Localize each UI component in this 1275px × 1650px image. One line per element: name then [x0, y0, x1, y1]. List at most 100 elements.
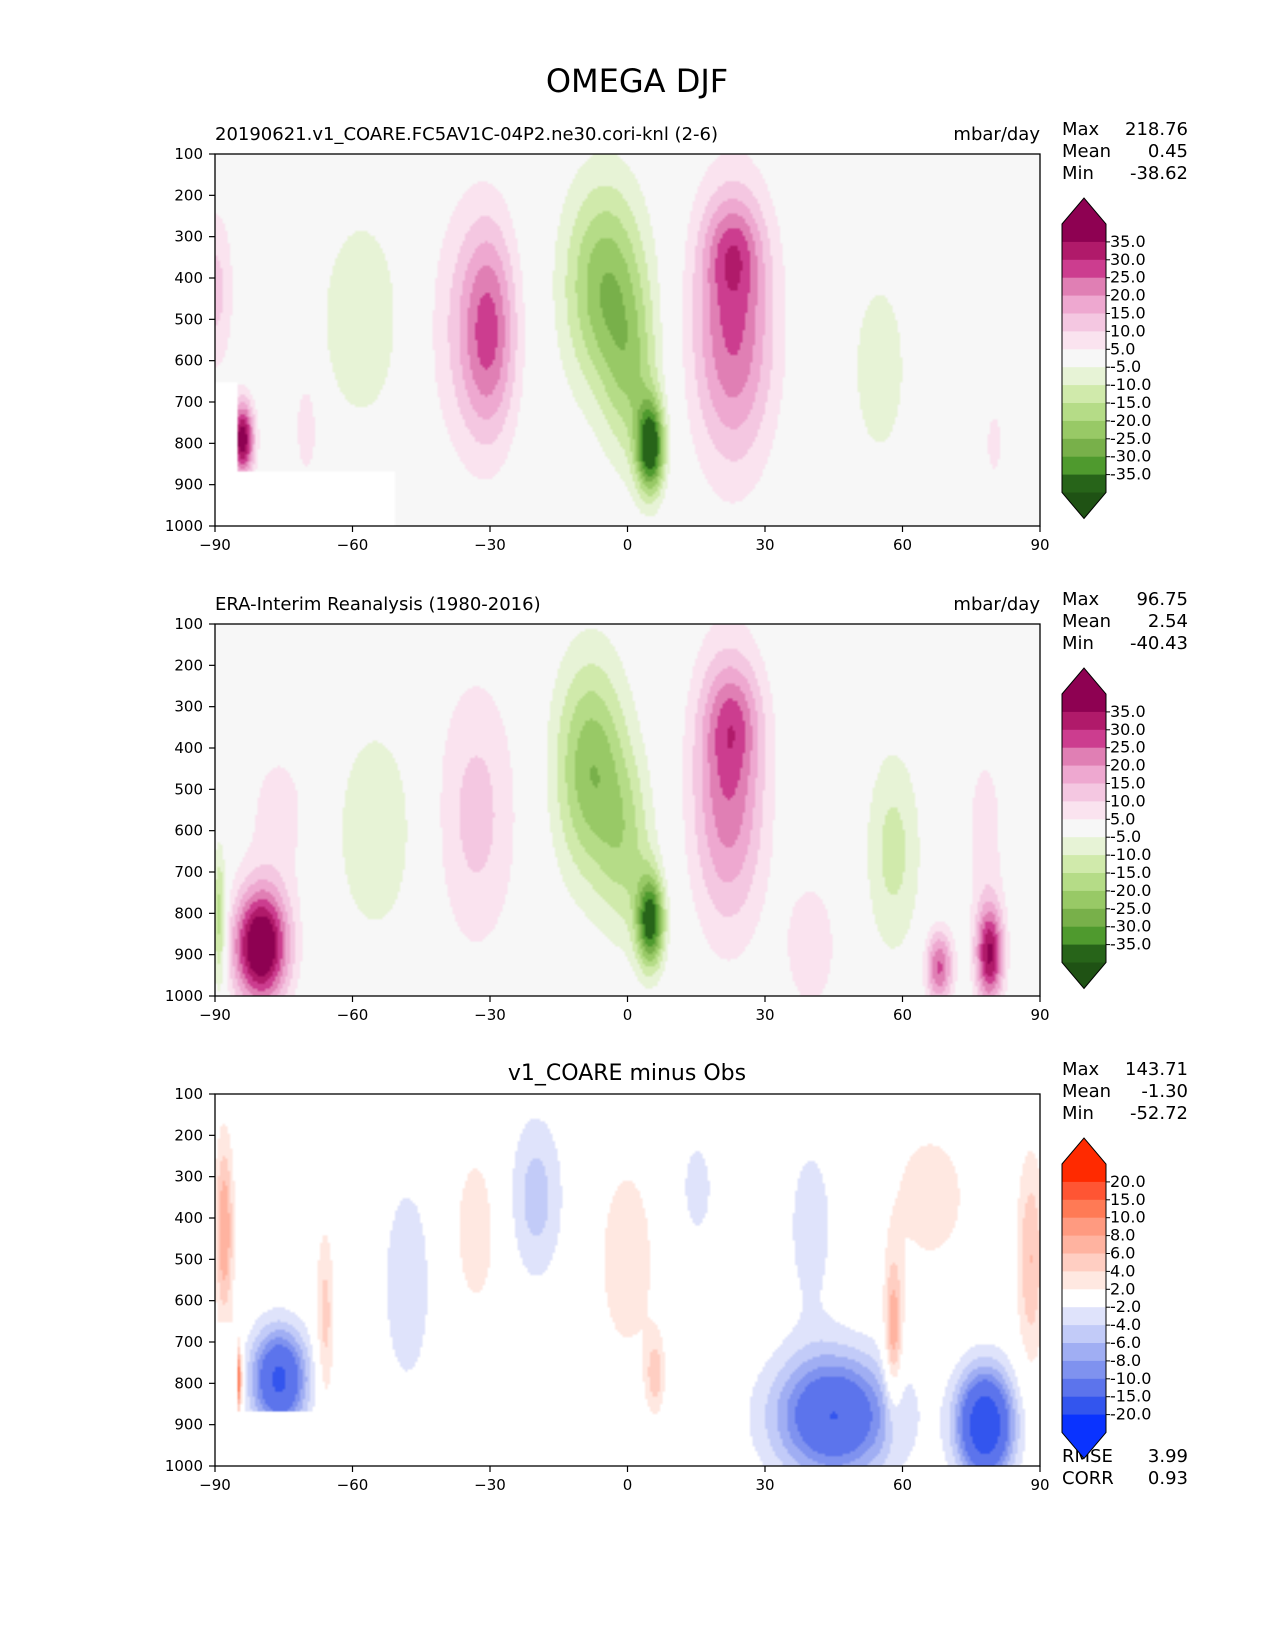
colorbar-label: -5.0	[1110, 357, 1141, 376]
colorbar-label: 10.0	[1110, 791, 1146, 810]
colorbar-swatch	[1062, 694, 1106, 713]
colorbar-swatch	[1062, 711, 1106, 731]
axes-ticks: −90 −60 −30 0 30 60 90 100 200 300 400 500 600 700 800…	[165, 615, 1050, 1024]
colorbar-label: -15.0	[1110, 863, 1151, 882]
stat-mean-label: Mean	[1062, 611, 1111, 632]
stat-max-label: Max	[1062, 119, 1100, 140]
y-tick-label: 700	[174, 393, 203, 411]
colorbar-outline	[1061, 1137, 1107, 1460]
panel-units: mbar/day	[953, 124, 1040, 145]
x-tick-label: −90	[199, 1006, 231, 1024]
panel-test: 20190621.v1_COARE.FC5AV1C-04P2.ne30.cori…	[165, 119, 1188, 554]
colorbar-swatch	[1062, 873, 1106, 892]
colorbar-swatch	[1062, 1253, 1106, 1272]
colorbar-label: -25.0	[1110, 899, 1151, 918]
y-tick-label: 400	[174, 1209, 203, 1227]
colorbar-label: 10.0	[1110, 1208, 1146, 1227]
colorbar-swatch	[1062, 313, 1106, 332]
stats-block: Max 143.71 Mean -1.30 Min -52.72 RMSE 3.…	[1062, 1059, 1188, 1489]
y-tick-label: 600	[174, 1292, 203, 1310]
stats-block: Max 96.75 Mean 2.54 Min -40.43	[1062, 589, 1188, 654]
colorbar-label: 30.0	[1110, 250, 1146, 269]
y-tick-label: 800	[174, 1374, 203, 1392]
colorbar-label: 35.0	[1110, 232, 1146, 251]
colorbar-swatch	[1062, 944, 1106, 963]
colorbar-swatch	[1062, 277, 1106, 297]
stat-max-value: 143.71	[1125, 1059, 1188, 1080]
stat-max-label: Max	[1062, 589, 1100, 610]
y-tick-label: 1000	[165, 987, 203, 1005]
colorbar-label: -30.0	[1110, 917, 1151, 936]
colorbar-label: -8.0	[1110, 1351, 1141, 1370]
colorbar-swatch	[1062, 1414, 1106, 1433]
stat-min-value: -52.72	[1130, 1103, 1188, 1124]
stat-mean-label: Mean	[1062, 1081, 1111, 1102]
colorbar-swatch	[1062, 1181, 1106, 1201]
stat-min-label: Min	[1062, 1103, 1094, 1124]
colorbar-label: -25.0	[1110, 429, 1151, 448]
colorbar-under-extension	[1062, 492, 1106, 519]
stat-max-label: Max	[1062, 1059, 1100, 1080]
colorbar-label: -10.0	[1110, 1369, 1151, 1388]
y-tick-label: 900	[174, 946, 203, 964]
y-tick-label: 800	[174, 434, 203, 452]
colorbar-label: 4.0	[1110, 1261, 1135, 1280]
x-tick-label: −30	[474, 536, 506, 554]
contour-field	[215, 1094, 1040, 1466]
colorbar-label: -2.0	[1110, 1297, 1141, 1316]
figure-title: OMEGA DJF	[546, 62, 728, 100]
panel-reference: ERA-Interim Reanalysis (1980-2016) mbar/…	[165, 589, 1188, 1024]
colorbar-label: 10.0	[1110, 321, 1146, 340]
colorbar-swatch	[1062, 367, 1106, 386]
y-tick-label: 300	[174, 1168, 203, 1186]
colorbar-over-extension	[1062, 198, 1106, 224]
colorbar-label: -10.0	[1110, 845, 1151, 864]
y-tick-label: 1000	[165, 1457, 203, 1475]
stat-min-value: -38.62	[1130, 163, 1188, 184]
colorbar-swatch	[1062, 908, 1106, 928]
y-tick-label: 700	[174, 863, 203, 881]
x-tick-label: 90	[1030, 536, 1049, 554]
colorbar-swatch	[1062, 837, 1106, 856]
colorbar-label: -15.0	[1110, 1387, 1151, 1406]
colorbar-swatch	[1062, 259, 1106, 279]
colorbar-label: -10.0	[1110, 375, 1151, 394]
y-tick-label: 1000	[165, 517, 203, 535]
y-tick-label: 600	[174, 352, 203, 370]
x-tick-label: 0	[623, 1006, 633, 1024]
y-tick-label: 200	[174, 1126, 203, 1144]
y-tick-label: 300	[174, 698, 203, 716]
y-tick-label: 100	[174, 145, 203, 163]
stat-min-value: -40.43	[1130, 633, 1188, 654]
y-tick-label: 100	[174, 615, 203, 633]
colorbar-swatch	[1062, 295, 1106, 314]
y-tick-label: 900	[174, 1416, 203, 1434]
colorbar-label: -20.0	[1110, 411, 1151, 430]
y-tick-label: 100	[174, 1085, 203, 1103]
x-tick-label: −90	[199, 536, 231, 554]
x-tick-label: 30	[755, 536, 774, 554]
stat-corr-value: 0.93	[1148, 1468, 1188, 1489]
colorbar-swatch	[1062, 801, 1106, 820]
x-tick-label: −90	[199, 1476, 231, 1494]
colorbar-swatch	[1062, 855, 1106, 874]
colorbar-under-extension	[1062, 1432, 1106, 1459]
colorbar-swatch	[1062, 1199, 1106, 1219]
colorbar-swatch	[1062, 1307, 1106, 1326]
colorbar-label: 2.0	[1110, 1279, 1135, 1298]
colorbar-swatch	[1062, 747, 1106, 767]
stat-rmse-value: 3.99	[1148, 1446, 1188, 1467]
colorbar-label: 5.0	[1110, 339, 1135, 358]
panel-difference: v1_COARE minus Obs −90 −60 −30 0 30 60 90 100 20…	[165, 1059, 1188, 1494]
stat-mean-label: Mean	[1062, 141, 1111, 162]
colorbar-swatch	[1062, 474, 1106, 493]
colorbar-swatch	[1062, 729, 1106, 749]
colorbar-swatch	[1062, 349, 1106, 368]
x-tick-label: 30	[755, 1476, 774, 1494]
colorbar-under-extension	[1062, 962, 1106, 989]
colorbar-label: 8.0	[1110, 1226, 1135, 1245]
stat-max-value: 218.76	[1125, 119, 1188, 140]
colorbar-swatch	[1062, 926, 1106, 946]
colorbar-swatch	[1062, 1164, 1106, 1183]
panel-title: v1_COARE minus Obs	[508, 1061, 746, 1086]
